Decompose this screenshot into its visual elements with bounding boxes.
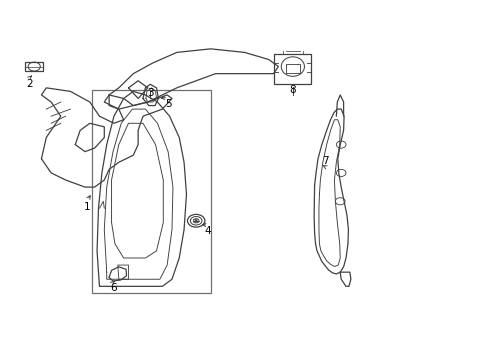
Text: 8: 8: [289, 85, 296, 95]
Bar: [92, 90, 210, 293]
Text: 2: 2: [26, 79, 33, 89]
Bar: [285, 64, 299, 73]
Text: 3: 3: [146, 88, 153, 98]
Bar: [274, 54, 310, 84]
Text: 7: 7: [322, 156, 328, 166]
Text: 5: 5: [164, 99, 171, 109]
Text: 1: 1: [84, 202, 90, 212]
Text: 6: 6: [110, 283, 117, 293]
Text: 4: 4: [204, 226, 211, 237]
Bar: [25, 62, 43, 71]
